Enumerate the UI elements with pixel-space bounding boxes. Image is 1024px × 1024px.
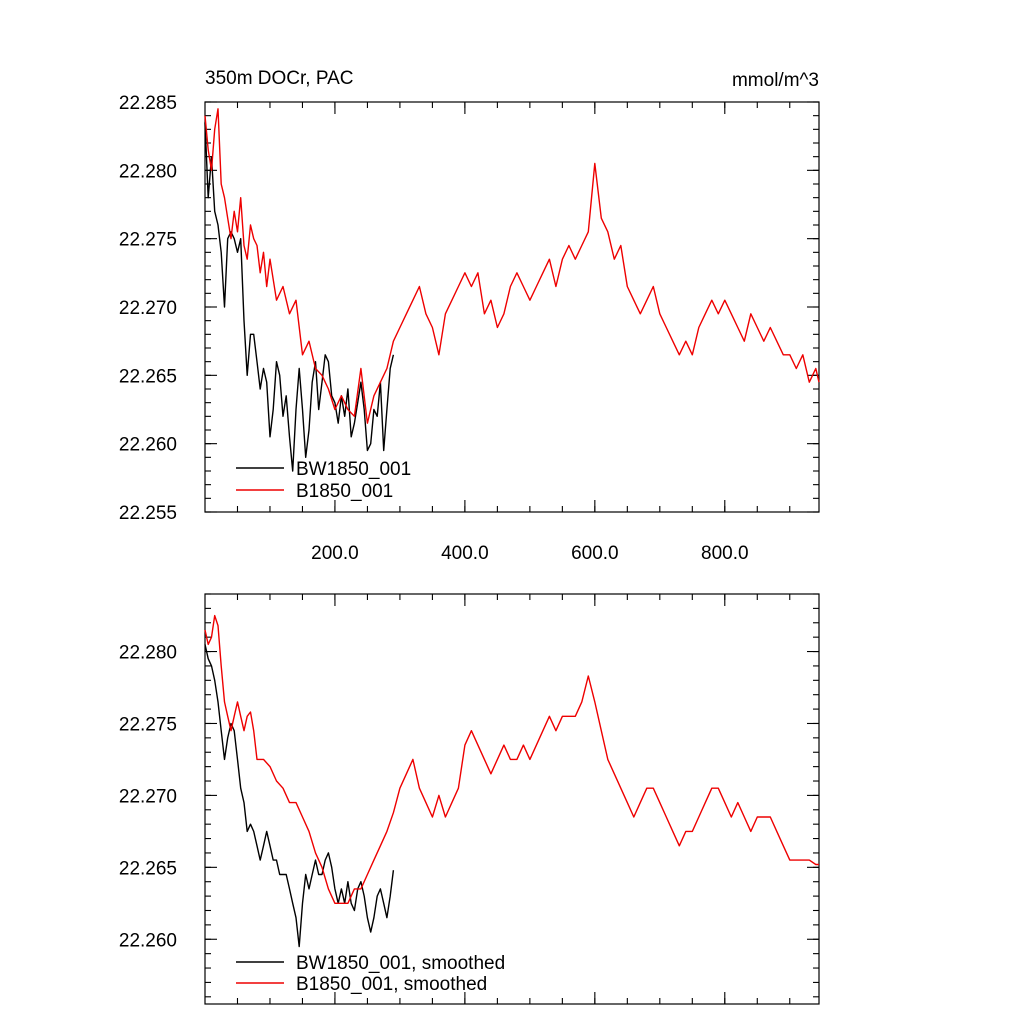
top-xtick-label: 200.0: [311, 543, 359, 564]
bottom-series-line-b1850: [204, 614, 819, 904]
top-xtick-label: 600.0: [571, 543, 619, 564]
bottom-ytick-label: 22.260: [119, 930, 177, 951]
bottom-series-line-bw1850: [204, 644, 395, 948]
top-panel: 350m DOCr, PAC mmol/m^3 22.25522.26022.2…: [119, 68, 820, 564]
top-ytick-label: 22.270: [119, 298, 177, 319]
top-series-line-bw1850: [204, 122, 395, 472]
top-series-group: [204, 108, 820, 472]
bottom-ytick-label: 22.275: [119, 714, 177, 735]
bottom-legend: BW1850_001, smoothed B1850_001, smoothed: [236, 953, 505, 995]
bottom-ytick-label: 22.270: [119, 786, 177, 807]
top-panel-title: 350m DOCr, PAC: [205, 68, 354, 89]
bottom-series-group: [204, 614, 819, 948]
bottom-panel: 22.260 22.265 22.270 22.275 22.280 BW1850_00…: [119, 593, 820, 1005]
top-panel-units: mmol/m^3: [732, 70, 819, 91]
top-xtick-label: 400.0: [441, 543, 489, 564]
top-ytick-label: 22.260: [119, 435, 177, 456]
top-xtick-label: 800.0: [701, 543, 749, 564]
top-ticks: 22.255 22.260 22.265 22.270 22.275 22.280 22.2…: [119, 93, 819, 564]
bottom-legend-label-bw: BW1850_001, smoothed: [296, 953, 505, 974]
top-legend-label-bw: BW1850_001: [296, 459, 411, 480]
top-ytick-label: 22.285: [119, 93, 177, 114]
top-legend: BW1850_001 B1850_001: [236, 459, 411, 502]
bottom-legend-label-b: B1850_001, smoothed: [296, 974, 487, 995]
bottom-ticks: 22.260 22.265 22.270 22.275 22.280: [119, 593, 819, 1004]
top-series-line-b1850: [204, 108, 820, 424]
bottom-ytick-label: 22.280: [119, 643, 177, 664]
bottom-plot-frame: [204, 593, 820, 1005]
top-ytick-label: 22.265: [119, 366, 177, 387]
top-legend-label-b: B1850_001: [296, 481, 393, 502]
top-ytick-label: 22.255: [119, 503, 177, 524]
bottom-ytick-label: 22.265: [119, 858, 177, 879]
top-ytick-label: 22.280: [119, 161, 177, 182]
top-ytick-label: 22.275: [119, 230, 177, 251]
